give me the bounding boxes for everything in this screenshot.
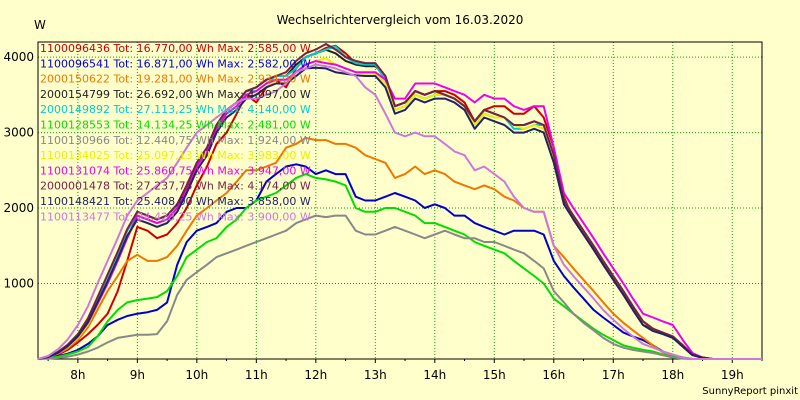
- x-tick-label: 15h: [483, 368, 506, 382]
- series-line-3: [37, 136, 762, 360]
- legend-entry-8: 1100134025 Tot: 25.097,13 Wh Max: 3.983,…: [40, 149, 311, 162]
- x-tick-label: 19h: [721, 368, 744, 382]
- legend-entry-3: 2000150622 Tot: 19.281,00 Wh Max: 2.934,…: [40, 73, 311, 86]
- legend-entry-1: 1100096436 Tot: 16.770,00 Wh Max: 2.585,…: [40, 42, 311, 55]
- legend-entry-7: 1100130966 Tot: 12.440,75 Wh Max: 1.924,…: [40, 134, 311, 147]
- series-line-12: [37, 63, 762, 360]
- x-tick-label: 18h: [661, 368, 684, 382]
- y-axis-unit-label: W: [34, 18, 46, 32]
- series-line-11: [37, 66, 762, 360]
- series-line-9: [37, 60, 762, 360]
- x-tick-label: 17h: [602, 368, 625, 382]
- series-line-6: [37, 173, 762, 360]
- x-tick-label: 12h: [304, 368, 327, 382]
- legend-entry-10: 2000001478 Tot: 27.237,75 Wh Max: 4.174,…: [40, 180, 311, 193]
- y-tick-label: 3000: [3, 126, 34, 140]
- footer-credit: SunnyReport pinxit: [702, 386, 798, 397]
- legend-entry-11: 1100148421 Tot: 25.408,00 Wh Max: 3.858,…: [40, 195, 311, 208]
- x-tick-label: 10h: [185, 368, 208, 382]
- y-axis-ticks: 1000 2000 3000 4000: [3, 50, 34, 290]
- plot-frame: [37, 41, 763, 360]
- chart-title: Wechselrichtervergleich vom 16.03.2020: [277, 13, 524, 27]
- x-tick-label: 11h: [245, 368, 268, 382]
- series-line-7: [37, 214, 762, 360]
- series-line-10: [37, 43, 762, 360]
- x-tick-label: 14h: [423, 368, 446, 382]
- legend-entry-6: 1100128553 Tot: 14.134,25 Wh Max: 2.481,…: [40, 119, 311, 132]
- x-tick-label: 16h: [542, 368, 565, 382]
- x-tick-label: 9h: [130, 368, 145, 382]
- legend-entry-2: 1100096541 Tot: 16.871,00 Wh Max: 2.582,…: [40, 57, 311, 70]
- legend-entry-12: 1100113477 Tot: 24.423,25 Wh Max: 3.900,…: [40, 210, 311, 223]
- x-tick-label: 13h: [364, 368, 387, 382]
- y-tick-label: 2000: [3, 201, 34, 215]
- x-tick-label: 8h: [70, 368, 85, 382]
- legend-entry-9: 1100131074 Tot: 25.860,75 Wh Max: 3.947,…: [40, 164, 311, 177]
- series-line-2: [37, 163, 762, 360]
- x-axis-ticks: 8h 9h 10h 11h 12h 13h 14h 15h 16h 17h 18h 19h: [47, 359, 763, 382]
- grid-lines: [38, 42, 762, 359]
- series-lines: [37, 43, 762, 360]
- y-tick-label: 4000: [3, 50, 34, 64]
- legend-entry-5: 2000149892 Tot: 27.113,25 Wh Max: 4.140,…: [40, 103, 311, 116]
- y-tick-label: 1000: [3, 277, 34, 291]
- legend: 1100096436 Tot: 16.770,00 Wh Max: 2.585,…: [40, 42, 311, 223]
- legend-entry-4: 2000154799 Tot: 26.692,00 Wh Max: 4.097,…: [40, 88, 311, 101]
